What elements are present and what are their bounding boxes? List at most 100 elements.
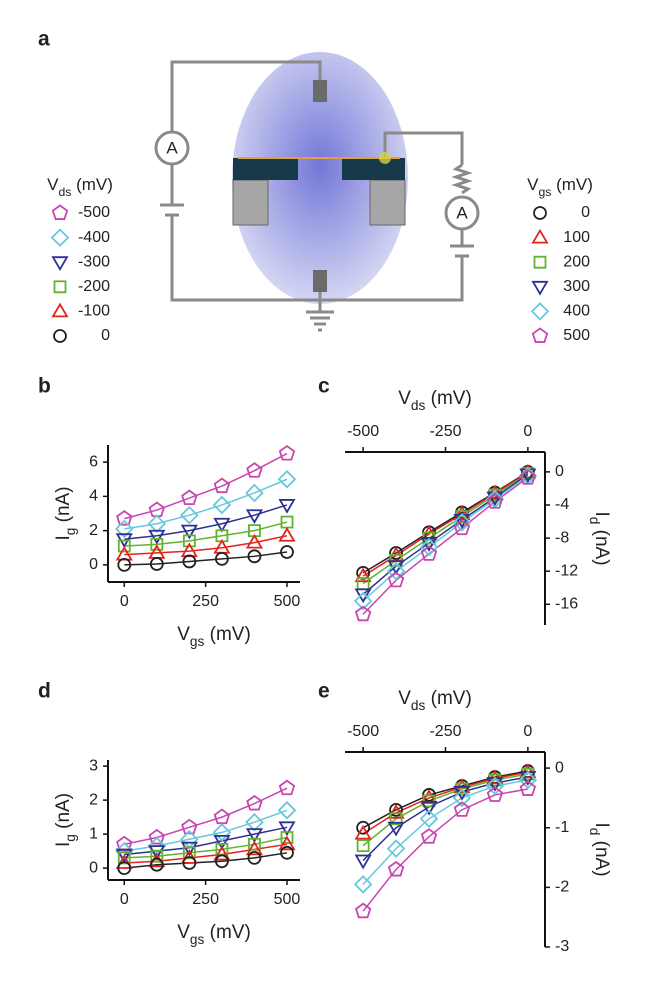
battery: [160, 203, 184, 217]
marker: [245, 533, 264, 549]
legend-label: 100: [563, 229, 590, 246]
x-tick-label: 250: [192, 593, 219, 610]
fit-line: [362, 788, 529, 912]
marker: [278, 526, 296, 542]
x-tick-label: 0: [120, 891, 129, 908]
legend-label: 0: [101, 327, 110, 344]
marker: [420, 800, 438, 816]
support: [369, 179, 406, 226]
y-tick-label: 2: [89, 522, 98, 539]
marker: [213, 517, 231, 533]
marker: [214, 854, 229, 869]
y-tick-label: -3: [555, 938, 569, 955]
marker: [453, 519, 471, 536]
marker: [280, 545, 294, 559]
title-rest: (mV): [204, 922, 250, 943]
y-tick-label: 0: [89, 859, 98, 876]
title-rest: (nA): [591, 835, 612, 876]
legend-label: 500: [563, 327, 590, 344]
marker: [519, 469, 537, 485]
marker: [486, 491, 504, 507]
axis-title: Vgs (mV): [177, 624, 251, 649]
marker: [387, 860, 405, 877]
title-sub: g: [63, 834, 78, 842]
title-main: I: [591, 822, 612, 827]
panel-label: a: [38, 28, 50, 51]
x-tick-label: -500: [347, 423, 379, 440]
bath: [232, 52, 408, 304]
marker: [180, 505, 199, 525]
legend-marker: [533, 255, 547, 269]
marker: [149, 557, 164, 571]
marker: [486, 493, 504, 509]
y-tick-label: 3: [89, 757, 98, 774]
legend-label: -300: [78, 253, 110, 270]
title-rest: (mV): [551, 175, 593, 194]
ammeter-label: A: [456, 203, 468, 222]
legend-label: -400: [78, 229, 110, 246]
marker: [354, 605, 372, 622]
marker: [115, 848, 133, 864]
title-main: V: [177, 922, 190, 943]
y-tick-label: -2: [555, 879, 569, 896]
support: [232, 179, 269, 226]
marker: [420, 828, 438, 844]
title-sub: ds: [411, 698, 426, 713]
wire: [383, 131, 464, 165]
marker: [386, 561, 406, 581]
x-tick-label: -500: [347, 723, 379, 740]
legend-marker: [531, 327, 549, 343]
marker: [117, 851, 131, 865]
contact: [379, 152, 391, 164]
resistor: [451, 163, 473, 195]
title-sub: ds: [411, 398, 426, 413]
marker: [245, 840, 264, 856]
y-tick-label: 0: [89, 556, 98, 573]
marker: [181, 489, 198, 506]
substrate: [233, 158, 298, 180]
marker: [248, 837, 261, 851]
ammeter: [154, 130, 190, 166]
marker: [180, 849, 198, 864]
title-rest: (nA): [591, 524, 612, 565]
legend-marker: [53, 329, 67, 343]
legend-label: 300: [563, 278, 590, 295]
title-main: V: [398, 388, 411, 409]
marker: [149, 857, 164, 872]
marker: [150, 849, 164, 863]
marker: [389, 812, 403, 826]
marker: [148, 529, 166, 545]
fit-line: [124, 452, 288, 520]
marker: [420, 789, 438, 804]
marker: [277, 801, 297, 820]
y-tick-label: 4: [89, 488, 98, 505]
panel-label: b: [38, 375, 51, 398]
marker: [117, 861, 132, 876]
x-tick-label: 0: [523, 423, 532, 440]
title-sub: d: [587, 828, 602, 836]
y-tick-label: -12: [555, 562, 578, 579]
legend-label: -200: [78, 278, 110, 295]
marker: [452, 788, 472, 808]
panel-label: c: [318, 375, 330, 398]
marker: [356, 839, 370, 853]
circuit-diagram: A A: [154, 52, 480, 332]
marker: [117, 557, 132, 572]
title-main: I: [591, 511, 612, 516]
marker: [519, 780, 537, 796]
y-tick-label: 2: [89, 791, 98, 808]
marker: [387, 571, 405, 588]
marker: [180, 524, 198, 540]
legend-marker: [53, 280, 67, 294]
title-sub: gs: [190, 634, 205, 649]
legend-label: 200: [563, 253, 590, 270]
ammeter-label: A: [166, 138, 178, 157]
legend-label: 0: [581, 204, 590, 221]
electrode: [313, 270, 327, 292]
x-tick-label: 500: [274, 593, 301, 610]
substrate: [342, 158, 405, 180]
marker: [212, 823, 232, 842]
marker: [246, 794, 263, 811]
marker: [277, 469, 297, 489]
